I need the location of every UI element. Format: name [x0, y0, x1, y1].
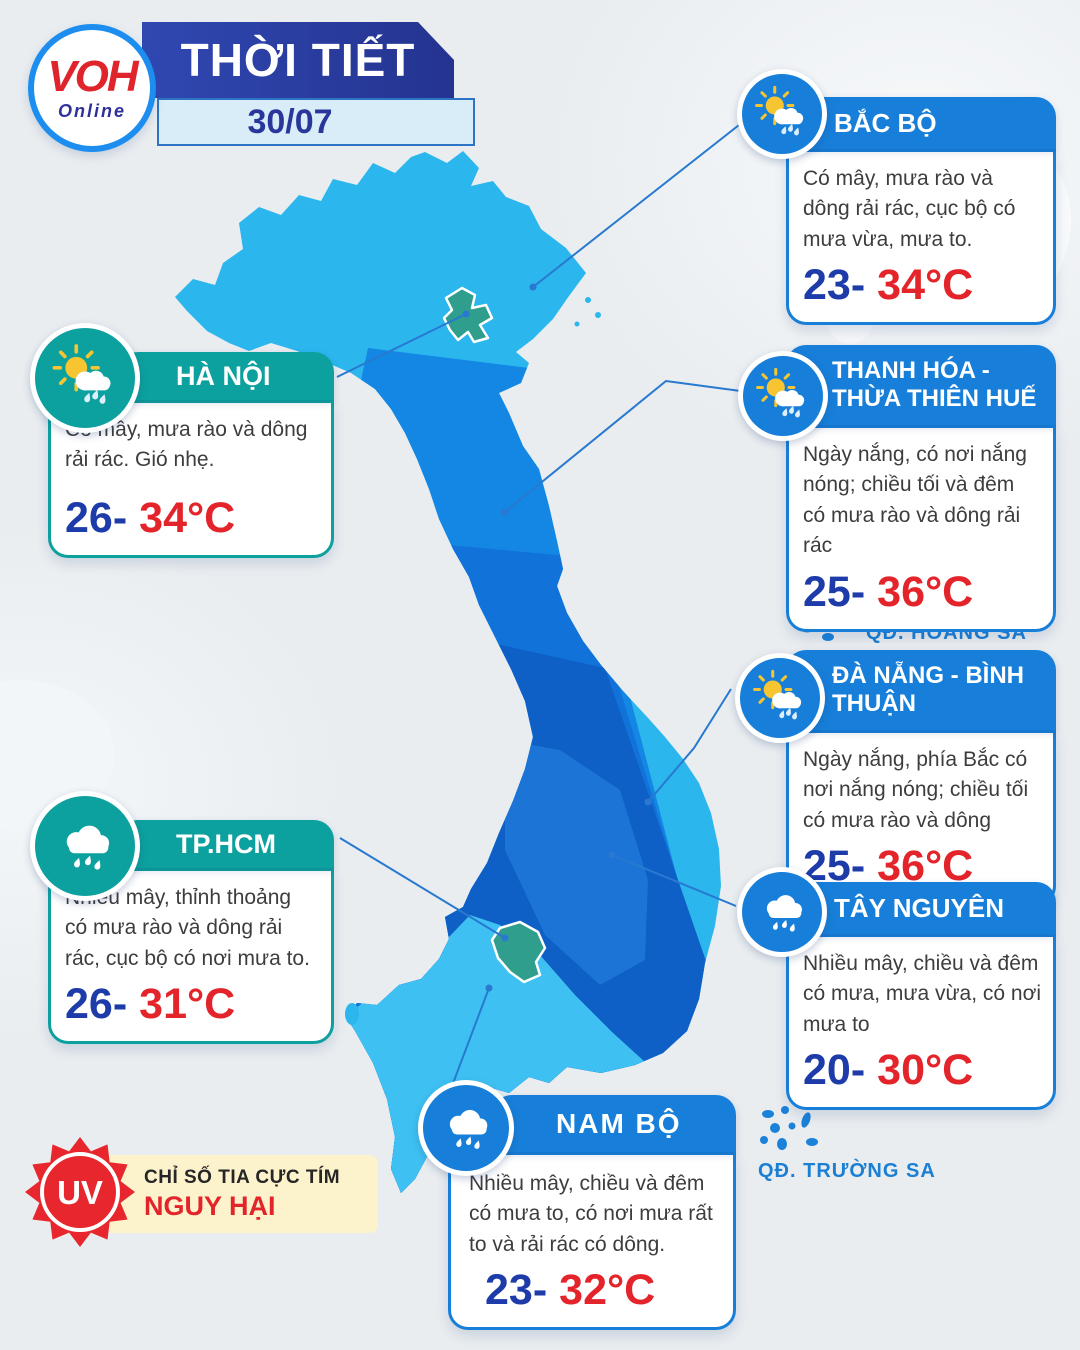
cloud-rain-icon — [737, 867, 827, 957]
temperature-range: 20- 30°C — [803, 1046, 1041, 1095]
logo-brand-text: VOH — [47, 51, 138, 101]
temperature-range: 26- 31°C — [65, 980, 317, 1029]
truong-sa-label: QĐ. TRƯỜNG SA — [758, 1160, 936, 1182]
cloud-rain-icon — [30, 791, 140, 901]
temp-high: 36°C — [877, 567, 974, 616]
cloud-rain-icon — [418, 1080, 514, 1176]
region-card-da-nang-binh-thuan: ĐÀ NẴNG - BÌNH THUẬN Ngày nắng, phía Bắc… — [735, 650, 1056, 907]
temperature-range: 23- 34°C — [803, 261, 1041, 310]
sun-cloud-rain-icon — [737, 69, 827, 159]
region-title: NAM BỘ — [492, 1095, 736, 1152]
uv-badge: UV — [25, 1137, 135, 1247]
page-title: THỜI TIẾT — [142, 22, 454, 98]
forecast-text: Ngày nắng, phía Bắc có nơi nắng nóng; ch… — [803, 748, 1029, 832]
uv-index-level: NGUY HẠI — [144, 1190, 276, 1221]
temp-high: 34°C — [139, 494, 236, 542]
temp-high: 32°C — [559, 1266, 656, 1315]
sun-cloud-rain-icon — [738, 351, 828, 441]
forecast-text: Có mây, mưa rào và dông rải rác. Gió nhẹ… — [65, 418, 308, 472]
sun-cloud-rain-icon — [30, 323, 140, 433]
forecast-text: Có mây, mưa rào và dông rải rác, cục bộ … — [803, 167, 1016, 251]
region-card-thanh-hoa-hue: THANH HÓA - THỪA THIÊN HUẾ Ngày nắng, có… — [738, 345, 1056, 632]
region-title: HÀ NỘI — [118, 352, 334, 400]
temp-high: 30°C — [877, 1046, 974, 1095]
sun-cloud-rain-icon — [735, 653, 825, 743]
region-card-nam-bo: NAM BỘ Nhiều mây, chiều và đêm có mưa to… — [418, 1080, 736, 1331]
forecast-text: Nhiều mây, chiều và đêm có mưa, mưa vừa,… — [803, 952, 1042, 1036]
temp-low: 23- — [803, 261, 866, 310]
region-title: TÂY NGUYÊN — [786, 882, 1056, 934]
truong-sa-islands — [760, 1106, 818, 1150]
temp-low: 20- — [803, 1046, 866, 1095]
region-title: THANH HÓA - THỪA THIÊN HUẾ — [786, 345, 1056, 425]
temp-high: 31°C — [139, 980, 236, 1029]
region-card-tp-hcm: TP.HCM Nhiều mây, thỉnh thoảng có mưa rà… — [30, 791, 334, 1045]
voh-logo: VOH Online — [28, 24, 156, 152]
region-card-ha-noi: HÀ NỘI Có mây, mưa rào và dông rải rác. … — [30, 323, 334, 558]
region-card-bac-bo: BẮC BỘ Có mây, mưa rào và dông rải rác, … — [737, 69, 1056, 326]
region-title: TP.HCM — [118, 820, 334, 868]
region-title: BẮC BỘ — [786, 97, 1056, 149]
forecast-text: Nhiều mây, thỉnh thoảng có mưa rào và dô… — [65, 886, 310, 970]
leader-lines — [336, 124, 749, 1087]
leader-line-dots — [462, 283, 652, 992]
region-card-tay-nguyen: TÂY NGUYÊN Nhiều mây, chiều và đêm có mư… — [737, 867, 1056, 1111]
forecast-text: Nhiều mây, chiều và đêm có mưa to, có nơ… — [469, 1172, 713, 1256]
temperature-range: 26- 34°C — [65, 494, 319, 543]
region-title: ĐÀ NẴNG - BÌNH THUẬN — [786, 650, 1056, 730]
logo-sub-text: Online — [57, 100, 126, 121]
uv-index-label: CHỈ SỐ TIA CỰC TÍM — [144, 1166, 341, 1188]
uv-badge-text: UV — [57, 1174, 103, 1211]
temperature-range: 23- 32°C — [469, 1266, 719, 1315]
temp-high: 34°C — [877, 261, 974, 310]
temp-low: 23- — [485, 1266, 548, 1315]
date-banner: 30/07 — [157, 98, 475, 146]
temp-low: 25- — [803, 567, 866, 616]
temp-low: 26- — [65, 494, 128, 542]
forecast-text: Ngày nắng, có nơi nắng nóng; chiều tối v… — [803, 443, 1027, 558]
temperature-range: 25- 36°C — [803, 568, 1041, 617]
temp-low: 26- — [65, 980, 128, 1029]
